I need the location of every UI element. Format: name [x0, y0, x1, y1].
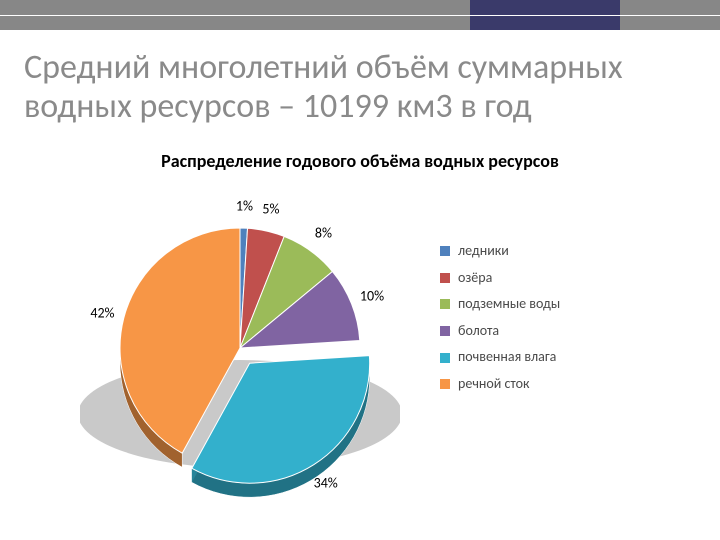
slide-title: Средний многолетний объём суммарных водн… — [24, 48, 696, 126]
legend-item: подземные воды — [440, 291, 560, 318]
pie-data-label: 42% — [90, 304, 114, 321]
pie-canvas: 1% 5% 8% 10% 34% 42% — [80, 178, 400, 498]
legend-swatch — [440, 326, 450, 336]
legend-item: болота — [440, 318, 560, 345]
legend-item: озёра — [440, 265, 560, 292]
legend-item: почвенная влага — [440, 344, 560, 371]
legend-swatch — [440, 246, 450, 256]
pie-data-label: 10% — [360, 287, 384, 304]
legend-item: ледники — [440, 238, 560, 265]
legend-label: речной сток — [458, 371, 530, 398]
pie-data-label: 1% — [236, 198, 253, 215]
legend-label: подземные воды — [458, 291, 560, 318]
legend-swatch — [440, 353, 450, 363]
pie-chart: Распределение годового объёма водных рес… — [60, 150, 660, 510]
legend-label: болота — [458, 318, 499, 345]
pie-data-label: 5% — [262, 201, 279, 218]
top-band-divider — [0, 15, 720, 16]
legend-label: озёра — [458, 265, 492, 292]
legend-swatch — [440, 273, 450, 283]
pie-data-label: 8% — [315, 225, 332, 242]
legend-item: речной сток — [440, 371, 560, 398]
chart-legend: ледникиозёраподземные водыболотапочвенна… — [440, 238, 560, 398]
chart-title: Распределение годового объёма водных рес… — [60, 150, 660, 172]
legend-swatch — [440, 379, 450, 389]
pie-data-label: 34% — [314, 475, 338, 492]
legend-label: ледники — [458, 238, 509, 265]
legend-label: почвенная влага — [458, 344, 556, 371]
legend-swatch — [440, 299, 450, 309]
